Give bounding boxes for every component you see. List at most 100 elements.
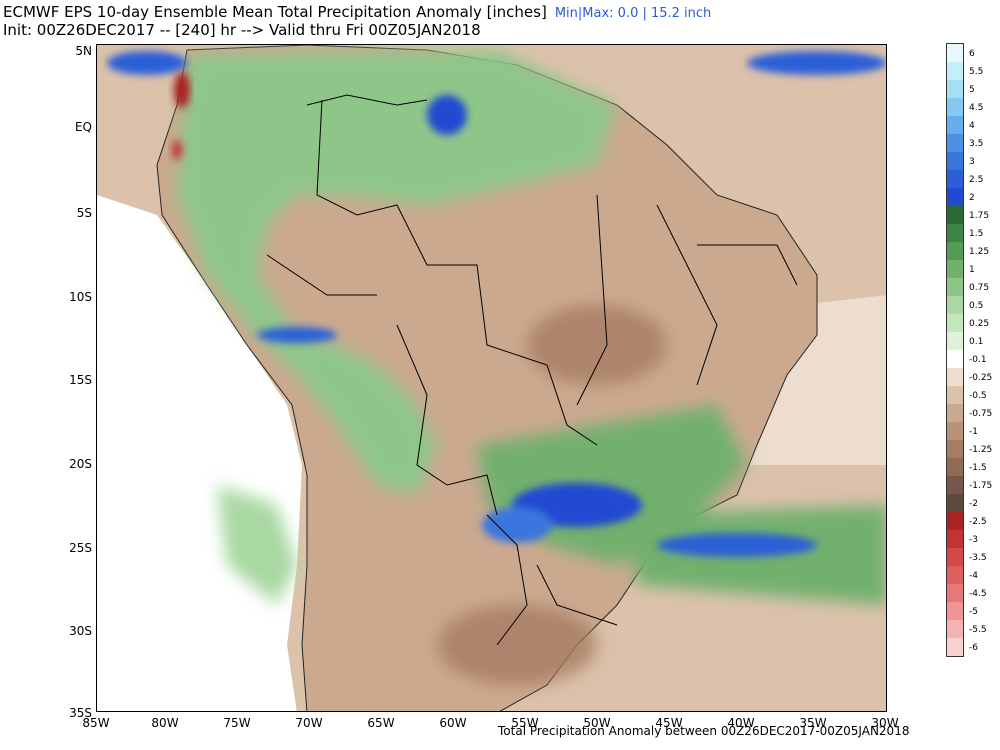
init-valid-line: Init: 00Z26DEC2017 -- [240] hr --> Valid… — [3, 21, 481, 39]
lon-label: 75W — [223, 716, 251, 730]
legend-label: 1.75 — [969, 211, 990, 221]
very-wet-anomaly-fields — [107, 51, 886, 557]
legend-label: 3 — [969, 157, 975, 167]
legend-label: -3.5 — [969, 553, 987, 563]
lon-label: 60W — [439, 716, 467, 730]
legend-label: -0.25 — [969, 373, 993, 383]
lat-label: EQ — [74, 120, 92, 134]
legend-swatch — [947, 152, 963, 170]
legend-swatch — [947, 476, 963, 494]
legend-label: 5.5 — [969, 67, 984, 77]
legend-swatch — [947, 458, 963, 476]
title-text: ECMWF EPS 10-day Ensemble Mean Total Pre… — [3, 3, 547, 21]
legend-swatch — [947, 62, 963, 80]
political-borders — [266, 94, 798, 646]
footer-caption: Total Precipitation Anomaly between 00Z2… — [498, 724, 910, 738]
legend-swatch — [947, 224, 963, 242]
legend-label: 2 — [969, 193, 975, 203]
legend-swatch — [947, 170, 963, 188]
legend-swatch — [947, 332, 963, 350]
legend-label: -5 — [969, 607, 978, 617]
lat-label: 25S — [69, 541, 92, 555]
legend-swatch — [947, 98, 963, 116]
lon-label: 65W — [367, 716, 395, 730]
legend-swatch — [947, 314, 963, 332]
legend-label: -2 — [969, 499, 978, 509]
lat-label: 35S — [69, 706, 92, 720]
legend-swatch — [947, 422, 963, 440]
lon-label: 55W — [511, 716, 539, 730]
map-canvas — [97, 45, 886, 711]
legend-label: -3 — [969, 535, 978, 545]
legend-swatch — [947, 386, 963, 404]
legend-swatch — [947, 260, 963, 278]
legend-label: -0.75 — [969, 409, 993, 419]
legend-swatch — [947, 350, 963, 368]
legend-label: -4.5 — [969, 589, 987, 599]
legend-swatch — [947, 296, 963, 314]
legend-swatch — [947, 278, 963, 296]
legend-swatch — [947, 134, 963, 152]
legend-label: 2.5 — [969, 175, 984, 185]
legend-swatch — [947, 584, 963, 602]
legend-label: 0.25 — [969, 319, 990, 329]
lat-label: 5N — [75, 44, 92, 58]
legend-label: 4 — [969, 121, 975, 131]
legend-swatch — [947, 368, 963, 386]
legend-swatch — [947, 494, 963, 512]
lat-label: 5S — [76, 206, 92, 220]
legend-swatch — [947, 440, 963, 458]
legend-label: 0.1 — [969, 337, 984, 347]
lon-label: 35W — [799, 716, 827, 730]
lat-label: 10S — [69, 290, 92, 304]
lon-label: 30W — [871, 716, 899, 730]
legend-label: 1.5 — [969, 229, 984, 239]
dry-anomaly-fields — [437, 305, 667, 685]
lon-label: 45W — [655, 716, 683, 730]
legend-label: -6 — [969, 643, 978, 653]
legend-label: -1.25 — [969, 445, 993, 455]
legend-label: -0.5 — [969, 391, 987, 401]
legend-swatch — [947, 566, 963, 584]
legend-swatch — [947, 44, 963, 62]
legend-swatch — [947, 620, 963, 638]
legend-swatch — [947, 602, 963, 620]
legend-label: -1 — [969, 427, 978, 437]
legend-swatch — [947, 638, 963, 656]
lat-label: 20S — [69, 457, 92, 471]
legend-label: -1.5 — [969, 463, 987, 473]
legend-swatch — [947, 188, 963, 206]
lat-label: 30S — [69, 624, 92, 638]
legend-label: 1 — [969, 265, 975, 275]
legend-label: -4 — [969, 571, 978, 581]
legend-label: 4.5 — [969, 103, 984, 113]
extreme-dry-anomaly — [172, 72, 190, 160]
legend-label: 1.25 — [969, 247, 990, 257]
color-legend — [946, 43, 964, 657]
legend-label: 0.5 — [969, 301, 984, 311]
lon-label: 80W — [151, 716, 179, 730]
legend-swatch — [947, 242, 963, 260]
legend-swatch — [947, 80, 963, 98]
lon-label: 70W — [295, 716, 323, 730]
map-title: ECMWF EPS 10-day Ensemble Mean Total Pre… — [3, 3, 711, 21]
lon-label: 40W — [727, 716, 755, 730]
legend-swatch — [947, 206, 963, 224]
legend-swatch — [947, 116, 963, 134]
legend-label: 3.5 — [969, 139, 984, 149]
legend-label: -5.5 — [969, 625, 987, 635]
legend-label: -2.5 — [969, 517, 987, 527]
legend-swatch — [947, 530, 963, 548]
lon-label: 85W — [82, 716, 110, 730]
legend-label: 6 — [969, 49, 975, 59]
legend-label: 0.75 — [969, 283, 990, 293]
legend-swatch — [947, 404, 963, 422]
precipitation-anomaly-map — [96, 44, 887, 712]
legend-label: -0.1 — [969, 355, 987, 365]
legend-swatch — [947, 548, 963, 566]
legend-label: 5 — [969, 85, 975, 95]
minmax-text: Min|Max: 0.0 | 15.2 inch — [554, 6, 712, 21]
legend-swatch — [947, 512, 963, 530]
legend-label: -1.75 — [969, 481, 993, 491]
lon-label: 50W — [583, 716, 611, 730]
